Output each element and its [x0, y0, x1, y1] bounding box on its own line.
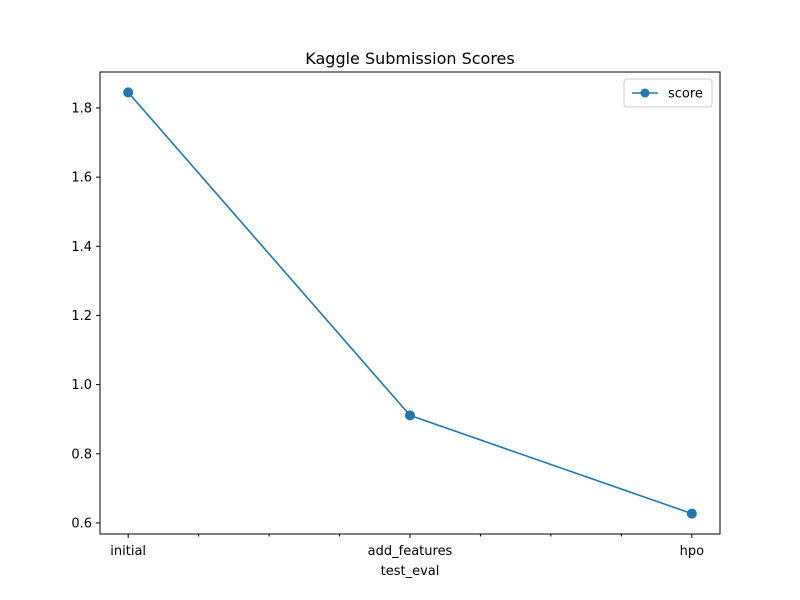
plot-area — [100, 72, 720, 534]
axes-frame — [99, 71, 721, 535]
y-axis: 0.6 0.8 1.0 1.2 1.4 1.6 1.8 — [71, 101, 100, 531]
data-point — [405, 410, 415, 421]
x-axis-label: test_eval — [381, 564, 440, 579]
y-tick-label: 0.8 — [71, 447, 92, 462]
legend: score — [623, 78, 713, 108]
x-axis: initial add_features hpo — [110, 534, 704, 559]
y-tick-label: 1.6 — [71, 171, 92, 186]
legend-label: score — [668, 87, 703, 102]
data-point — [686, 508, 697, 519]
legend-marker — [640, 88, 650, 98]
y-tick-label: 1.2 — [71, 309, 92, 324]
x-tick-label: initial — [110, 544, 146, 559]
legend-box — [623, 78, 713, 108]
x-tick-label: hpo — [680, 544, 704, 559]
chart-title: Kaggle Submission Scores — [305, 49, 514, 68]
y-tick-label: 1.0 — [71, 378, 92, 393]
plot-background — [100, 72, 720, 534]
series-layer — [123, 87, 697, 519]
y-tick-label: 0.6 — [71, 516, 92, 531]
x-tick-label: add_features — [368, 544, 453, 559]
y-tick-label: 1.4 — [71, 240, 92, 255]
y-tick-label: 1.8 — [71, 101, 92, 116]
data-point — [123, 87, 134, 98]
